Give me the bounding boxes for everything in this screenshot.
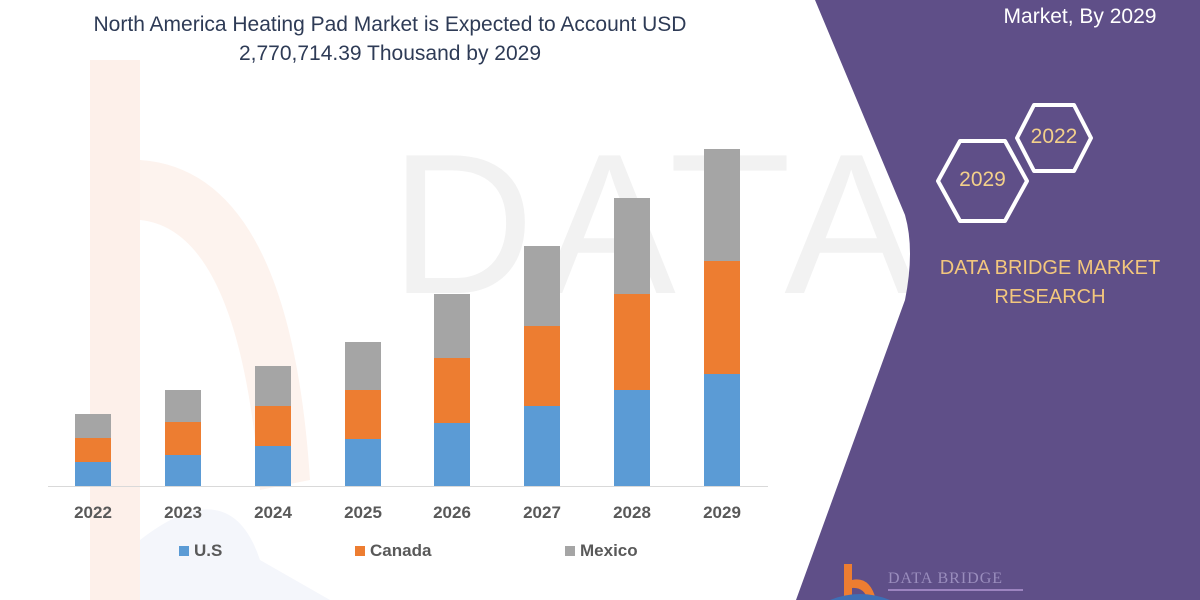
panel-heading: Market, By 2029 — [1003, 5, 1157, 28]
bar-segment-canada — [165, 422, 201, 455]
bar-2026 — [434, 294, 470, 486]
x-axis-label: 2023 — [164, 503, 202, 522]
bar-segment-canada — [255, 406, 291, 446]
bar-segment-mexico — [614, 198, 650, 294]
bar-segment-us — [704, 374, 740, 486]
x-axis-label: 2028 — [613, 503, 651, 522]
brand-line-1: DATA BRIDGE MARKET — [939, 257, 1161, 279]
x-axis-label: 2027 — [523, 503, 561, 522]
bar-segment-mexico — [75, 414, 111, 438]
bar-segment-us — [524, 406, 560, 486]
hexagon-icon — [1015, 103, 1093, 173]
legend-swatch-canada — [355, 546, 365, 556]
bar-2022 — [75, 414, 111, 486]
chart-legend: U.S Canada Mexico — [0, 541, 780, 561]
bar-segment-us — [434, 423, 470, 486]
bar-segment-mexico — [524, 246, 560, 326]
x-axis-label: 2022 — [74, 503, 112, 522]
bar-2027 — [524, 246, 560, 486]
bar-segment-us — [165, 455, 201, 486]
bar-segment-us — [345, 439, 381, 486]
legend-swatch-us — [179, 546, 189, 556]
bar-segment-canada — [434, 358, 470, 423]
brand-line-2: RESEARCH — [994, 286, 1106, 308]
logo-text: DATA BRIDGE — [888, 570, 1004, 587]
stacked-bar-chart: 2022 2023 2024 2025 2026 2027 2028 2029 — [48, 149, 768, 522]
chart-title-line-2: 2,770,714.39 Thousand by 2029 — [238, 42, 542, 65]
bar-segment-canada — [614, 294, 650, 390]
x-axis-label: 2026 — [433, 503, 471, 522]
bar-2029 — [704, 149, 740, 486]
legend-item-us: U.S — [179, 541, 222, 561]
bar-segment-canada — [75, 438, 111, 462]
legend-label-mexico: Mexico — [580, 541, 638, 560]
bar-segment-us — [255, 446, 291, 486]
bar-segment-canada — [345, 390, 381, 439]
bar-2023 — [165, 390, 201, 486]
bar-segment-mexico — [255, 366, 291, 406]
brand-name: DATA BRIDGE MARKET RESEARCH — [920, 254, 1180, 312]
chart-title-line-1: North America Heating Pad Market is Expe… — [93, 13, 687, 36]
bar-segment-mexico — [434, 294, 470, 358]
chart-title: North America Heating Pad Market is Expe… — [40, 10, 740, 68]
x-axis-label: 2024 — [254, 503, 292, 522]
bar-segment-mexico — [165, 390, 201, 422]
legend-swatch-mexico — [565, 546, 575, 556]
x-axis-line — [48, 486, 768, 487]
logo-underline — [888, 589, 1023, 591]
x-axis-label: 2025 — [344, 503, 382, 522]
bar-segment-mexico — [345, 342, 381, 390]
bar-2028 — [614, 198, 650, 486]
bar-2024 — [255, 366, 291, 486]
hex-year-2022: 2022 — [1030, 125, 1078, 148]
hexagon-icon — [936, 139, 1029, 223]
company-logo-icon — [830, 564, 890, 600]
legend-label-us: U.S — [194, 541, 223, 560]
legend-item-mexico: Mexico — [565, 541, 638, 561]
bar-segment-canada — [524, 326, 560, 406]
bar-2025 — [345, 342, 381, 486]
hex-year-2029: 2029 — [959, 168, 1006, 191]
bar-segment-canada — [704, 261, 740, 374]
bar-segment-us — [75, 462, 111, 486]
legend-label-canada: Canada — [370, 541, 432, 560]
x-axis-label: 2029 — [703, 503, 741, 522]
bar-segment-mexico — [704, 149, 740, 261]
bar-segment-us — [614, 390, 650, 486]
legend-item-canada: Canada — [355, 541, 431, 561]
